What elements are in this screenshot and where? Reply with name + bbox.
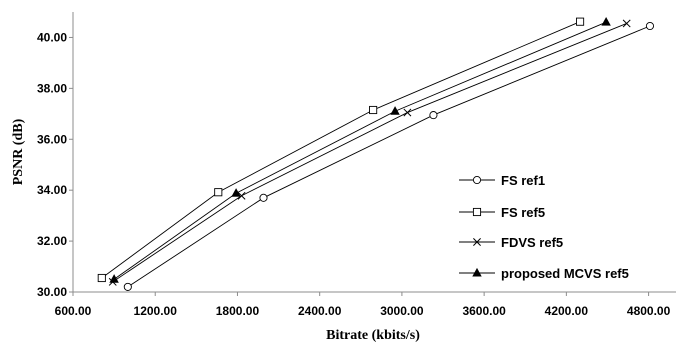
x-tick-label: 600.00 [55,304,92,318]
point-x-marker [622,19,631,28]
point-x-marker [403,108,412,117]
x-tick-label: 3600.00 [462,304,506,318]
legend: FS ref1 FS ref5 FDVS ref5 proposed MCVS ref… [459,173,629,281]
point-x-marker [237,191,246,200]
point-triangle-marker [472,267,482,277]
point-square-marker [576,17,585,26]
point-triangle-marker [231,188,241,197]
x-axis-title: Bitrate (kbits/s) [326,328,420,342]
series-circle [123,21,655,291]
x-tick-label: 3000.00 [380,304,424,318]
series-square [97,17,585,283]
x-tick-label: 1800.00 [216,304,260,318]
point-circle-marker [645,21,655,31]
x-marker-stroke [237,191,246,200]
legend-label: proposed MCVS ref5 [501,266,629,281]
point-square-marker [369,105,378,115]
point-triangle-marker [109,274,119,283]
point-circle-marker [259,193,268,202]
x-tick-label: 4800.00 [627,304,671,318]
series-line [127,25,651,288]
x-tick-label: 2400.00 [298,304,342,318]
y-tick-label: 40.00 [37,30,67,44]
x-tick-label: 1200.00 [134,304,178,318]
point-circle-marker [123,282,132,291]
x-marker-stroke [403,108,412,117]
legend-item: FDVS ref5 [459,235,563,250]
y-axis-title: PSNR (dB) [11,118,26,185]
series-line [101,21,581,279]
x-marker-stroke [622,19,631,28]
point-square-marker [472,207,482,217]
point-circle-marker [429,111,438,120]
legend-label: FDVS ref5 [501,235,563,250]
point-triangle-marker [390,106,400,115]
series-line [112,23,627,283]
legend-item: proposed MCVS ref5 [459,266,629,281]
series-triangle [109,17,611,283]
legend-label: FS ref5 [501,205,545,220]
y-tick-label: 36.00 [37,132,67,146]
series-line [113,21,607,280]
legend-item: FS ref5 [459,205,545,220]
legend-label: FS ref1 [501,173,545,188]
x-marker-stroke [473,238,481,246]
y-tick-label: 30.00 [37,285,67,299]
y-tick-label: 34.00 [37,183,67,197]
y-tick-label: 32.00 [37,234,67,248]
point-circle-marker [472,175,482,185]
point-square-marker [214,188,223,197]
point-x-marker [473,238,481,246]
point-square-marker [97,273,106,283]
point-triangle-marker [601,17,611,26]
y-tick-label: 38.00 [37,81,67,95]
legend-item: FS ref1 [459,173,545,188]
x-tick-label: 4200.00 [545,304,589,318]
